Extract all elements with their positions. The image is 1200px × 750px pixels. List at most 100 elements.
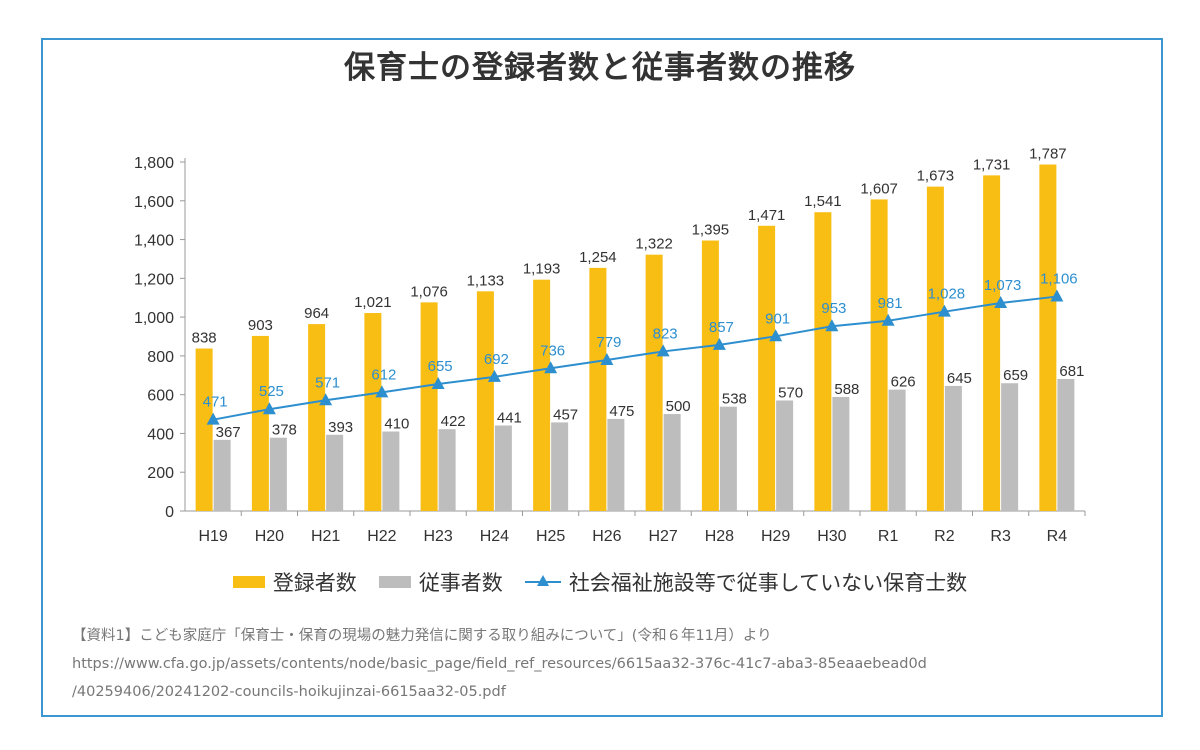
marker-not-employed [656,344,670,357]
x-tick-label: R1 [878,528,899,545]
data-label-not-employed: 736 [540,342,565,359]
marker-not-employed [825,319,839,332]
y-tick-label: 1,000 [134,310,174,327]
bar-employed [719,406,737,511]
marker-not-employed [937,304,951,317]
x-tick-label: H30 [817,528,846,545]
legend-label-not-employed: 社会福祉施設等で従事していない保育士数 [568,571,968,595]
data-label-employed: 475 [609,403,634,420]
bar-registered [195,348,213,511]
source-url-line1: https://www.cfa.go.jp/assets/contents/no… [72,656,927,672]
data-label-employed: 681 [1059,363,1084,380]
marker-not-employed [206,412,220,425]
bar-registered [758,225,776,512]
data-label-employed: 457 [553,406,578,423]
bar-employed [888,389,906,511]
data-label-registered: 1,076 [410,283,448,300]
data-label-employed: 626 [891,374,916,391]
data-label-registered: 1,541 [804,193,842,210]
x-tick-label: H27 [648,528,677,545]
data-label-registered: 838 [192,330,217,347]
chart-frame [41,38,1163,717]
bar-registered [983,175,1001,511]
data-label-employed: 659 [1003,367,1028,384]
data-label-employed: 441 [497,409,522,426]
data-label-registered: 1,395 [692,222,730,239]
data-label-not-employed: 953 [821,300,846,317]
marker-not-employed [319,393,333,406]
marker-not-employed [262,402,276,415]
y-tick-label: 1,800 [134,155,174,172]
legend-item-registered: 登録者数 [232,567,357,597]
data-label-registered: 1,673 [917,168,955,185]
bar-registered [533,279,551,511]
bar-employed [213,439,231,511]
bar-employed [494,425,512,511]
data-label-not-employed: 901 [765,310,790,327]
data-label-employed: 645 [947,370,972,387]
bar-registered [308,324,326,511]
data-label-employed: 378 [272,422,297,439]
marker-not-employed [544,361,558,374]
bar-registered [645,254,663,511]
source-citation: 【資料1】こども家庭庁「保育士・保育の現場の魅力発信に関する取り組みについて」(… [72,628,772,644]
legend-item-not-employed: 社会福祉施設等で従事していない保育士数 [524,567,968,597]
bar-registered [1039,164,1057,511]
data-label-registered: 1,731 [973,156,1011,173]
data-label-not-employed: 981 [878,295,903,312]
marker-not-employed [881,313,895,326]
legend-label-employed: 従事者数 [418,571,503,595]
x-tick-label: H25 [536,528,565,545]
bar-registered [476,291,494,511]
x-tick-label: H21 [311,528,340,545]
data-label-not-employed: 1,106 [1040,271,1078,288]
bar-employed [382,431,400,511]
data-label-registered: 1,021 [354,294,392,311]
marker-not-employed [994,295,1008,308]
x-tick-label: H28 [705,528,734,545]
x-tick-label: H19 [198,528,227,545]
x-tick-label: H29 [761,528,790,545]
y-tick-label: 200 [147,465,174,482]
y-tick-label: 1,400 [134,233,174,250]
legend-swatch-not-employed [524,575,561,589]
data-label-employed: 410 [384,416,409,433]
source-url-line2: /40259406/20241202-councils-hoikujinzai-… [72,684,506,700]
bar-employed [1057,378,1075,511]
x-tick-label: R3 [990,528,1011,545]
y-tick-label: 0 [165,504,174,521]
bar-registered [870,199,888,511]
data-label-not-employed: 1,073 [984,277,1022,294]
bar-registered [589,267,607,511]
chart-legend: 登録者数 従事者数 社会福祉施設等で従事していない保育士数 [0,567,1200,597]
y-tick-label: 400 [147,426,174,443]
data-label-employed: 500 [666,398,691,415]
bar-registered [420,302,438,511]
marker-not-employed [712,337,726,350]
bar-registered [926,186,944,511]
data-label-registered: 1,787 [1029,146,1067,163]
marker-not-employed [431,377,445,390]
legend-swatch-employed [378,576,411,588]
bar-registered [364,313,382,511]
source-note: 【資料1】こども家庭庁「保育士・保育の現場の魅力発信に関する取り組みについて」(… [72,622,1152,706]
marker-not-employed [769,329,783,342]
data-label-registered: 964 [304,305,329,322]
line-not-employed [212,295,1057,421]
x-tick-label: H22 [367,528,396,545]
data-label-not-employed: 655 [428,358,453,375]
chart-title: 保育士の登録者数と従事者数の推移 [344,50,856,86]
data-label-registered: 1,254 [579,249,617,266]
bar-employed [607,418,625,511]
x-tick-label: H24 [480,528,509,545]
bar-employed [1001,383,1019,511]
data-label-not-employed: 779 [596,334,621,351]
data-label-not-employed: 571 [315,374,340,391]
data-label-registered: 1,471 [748,207,786,224]
legend-label-registered: 登録者数 [272,571,357,595]
y-tick-label: 1,200 [134,271,174,288]
bar-employed [776,400,794,511]
data-label-not-employed: 1,028 [928,286,966,303]
marker-not-employed [1050,289,1064,302]
